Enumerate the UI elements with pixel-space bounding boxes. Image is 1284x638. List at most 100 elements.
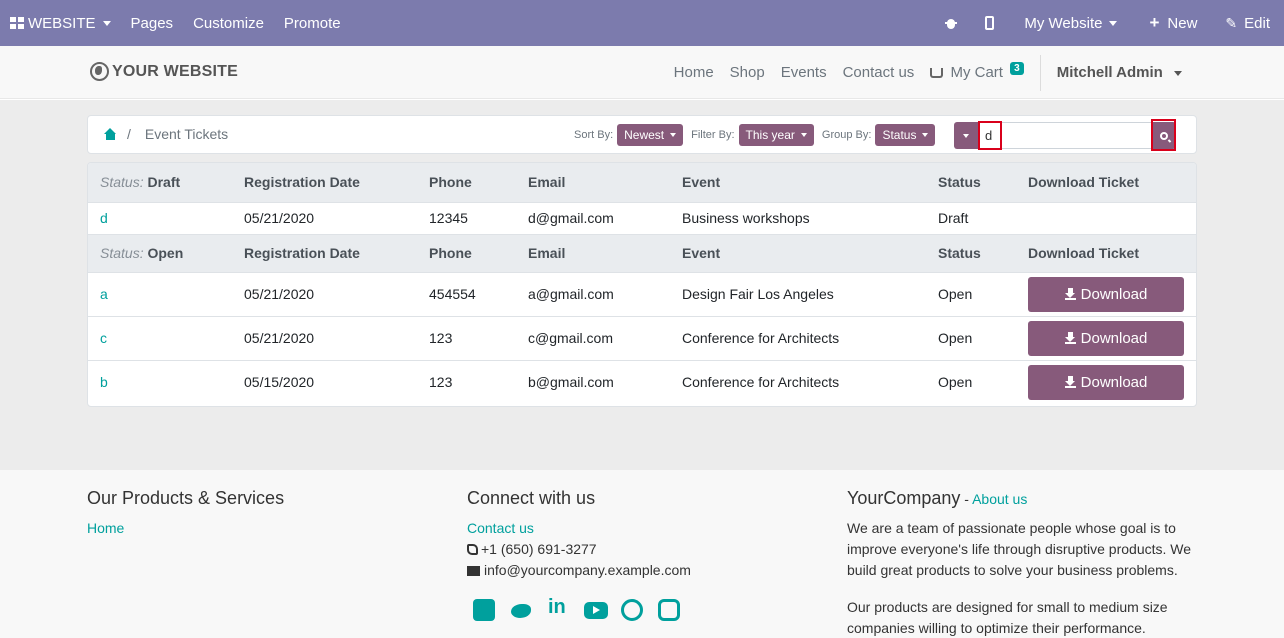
search-input[interactable] [978,122,1152,149]
search-options-dropdown[interactable] [954,122,978,149]
footer-products: Our Products & Services Home [87,488,427,539]
nav-home[interactable]: Home [673,64,714,81]
customize-menu[interactable]: Customize [193,14,264,32]
column-header: Registration Date [232,234,417,273]
caret-down-icon [963,133,969,138]
facebook-icon[interactable] [473,598,495,621]
nav-shop[interactable]: Shop [729,64,765,81]
download-button[interactable]: Download [1028,364,1184,400]
ticket-name-link[interactable]: d [100,210,108,226]
filter-by-dropdown[interactable]: This year [738,124,814,146]
nav-divider [1039,54,1041,91]
new-button[interactable]: + New [1133,0,1213,46]
ticket-name-link[interactable]: b [100,374,108,391]
table-row: c 05/21/2020 123 c@gmail.com Conference … [88,316,1196,361]
column-header: Event [670,163,926,203]
download-button[interactable]: Download [1028,320,1184,356]
twitter-icon[interactable] [510,599,532,621]
pencil-icon: ✎ [1225,14,1238,31]
status: Open [926,272,1016,317]
search-input-wrapper [978,121,1152,150]
globe-icon [90,62,109,81]
tickets-table: Status: Draft Registration Date Phone Em… [87,162,1197,407]
sort-by-value: Newest [624,128,665,142]
ticket-name-link[interactable]: c [100,330,107,346]
nav-events[interactable]: Events [780,64,827,81]
breadcrumb: / Event Tickets [104,126,228,142]
status: Open [926,316,1016,361]
about-us-link[interactable]: About us [972,491,1028,507]
caret-down-icon [922,133,929,137]
youtube-icon[interactable] [584,599,608,621]
ticket-name-link[interactable]: a [100,286,108,302]
table-row: d 05/21/2020 12345 d@gmail.com Business … [88,202,1196,235]
column-header: Download Ticket [1016,163,1196,203]
nav-contact-us[interactable]: Contact us [842,64,915,81]
download-cell [1016,202,1196,235]
highlight-box [1151,119,1176,151]
status: Draft [926,202,1016,235]
group-name: Open [147,245,184,261]
cart-count-badge: 3 [1010,62,1024,75]
mobile-preview-button[interactable] [971,0,1008,46]
column-header: Event [670,234,926,273]
column-header: Download Ticket [1016,234,1196,273]
search-button[interactable] [1151,119,1176,151]
registration-date: 05/21/2020 [232,316,417,361]
portal-toolbar: / Event Tickets Sort By: Newest Filter B… [87,115,1197,154]
breadcrumb-separator: / [127,126,131,142]
column-header: Phone [417,234,516,273]
cart-label: My Cart [950,64,1003,81]
registration-date: 05/21/2020 [232,202,417,235]
plus-icon: + [1149,13,1160,32]
column-header: Status [926,234,1016,273]
home-icon[interactable] [104,128,117,140]
debug-button[interactable] [931,0,971,46]
user-menu[interactable]: Mitchell Admin [1049,64,1190,81]
main-content: / Event Tickets Sort By: Newest Filter B… [0,100,1284,470]
column-header: Email [516,163,670,203]
linkedin-icon[interactable] [547,596,569,621]
registration-date: 05/15/2020 [244,374,315,391]
column-header: Email [516,234,670,273]
phone: 454554 [417,272,516,317]
breadcrumb-current: Event Tickets [144,126,229,142]
download-button[interactable]: Download [1028,276,1184,312]
sort-by-dropdown[interactable]: Newest [617,124,684,146]
event: Design Fair Los Angeles [670,272,926,317]
main-nav: Home Shop Events Contact us My Cart 3 Mi… [666,46,1190,99]
bug-icon [945,16,958,30]
group-by-dropdown[interactable]: Status [875,124,936,146]
column-header: Phone [417,163,516,203]
column-header: Registration Date [232,163,417,203]
promote-menu[interactable]: Promote [283,14,341,32]
phone: 12345 [417,202,516,235]
my-website-menu[interactable]: My Website [1008,0,1133,46]
caret-down-icon [670,133,677,137]
sort-by-label: Sort By: [574,129,614,141]
site-logo[interactable]: YOUR WEBSITE [90,62,238,81]
download-label: Download [1080,329,1148,347]
nav-my-cart[interactable]: My Cart 3 [922,62,1031,81]
github-icon[interactable] [621,599,643,621]
pages-menu[interactable]: Pages [130,14,174,32]
website-menu-button[interactable]: WEBSITE [0,0,121,46]
search-group [954,119,1176,151]
footer-connect: Connect with us Contact us +1 (650) 691-… [467,488,807,621]
footer-email-link[interactable]: info@yourcompany.example.com [484,562,691,578]
footer-phone: +1 (650) 691-3277 [481,541,597,557]
group-header-open: Status: Open Registration Date Phone Ema… [88,234,1196,273]
email: d@gmail.com [516,202,670,235]
envelope-icon [467,566,480,576]
edit-button[interactable]: ✎ Edit [1213,0,1284,46]
footer-home-link[interactable]: Home [87,520,125,536]
company-name: YourCompany [847,488,961,508]
apps-grid-icon [10,17,24,29]
email: b@gmail.com [528,374,614,391]
logo-text: YOUR WEBSITE [112,62,238,80]
filters: Sort By: Newest Filter By: This year Gro… [574,124,943,146]
footer-contact-link[interactable]: Contact us [467,520,534,536]
company-separator: - [960,491,973,507]
instagram-icon[interactable] [658,599,680,621]
cart-icon [930,68,944,79]
